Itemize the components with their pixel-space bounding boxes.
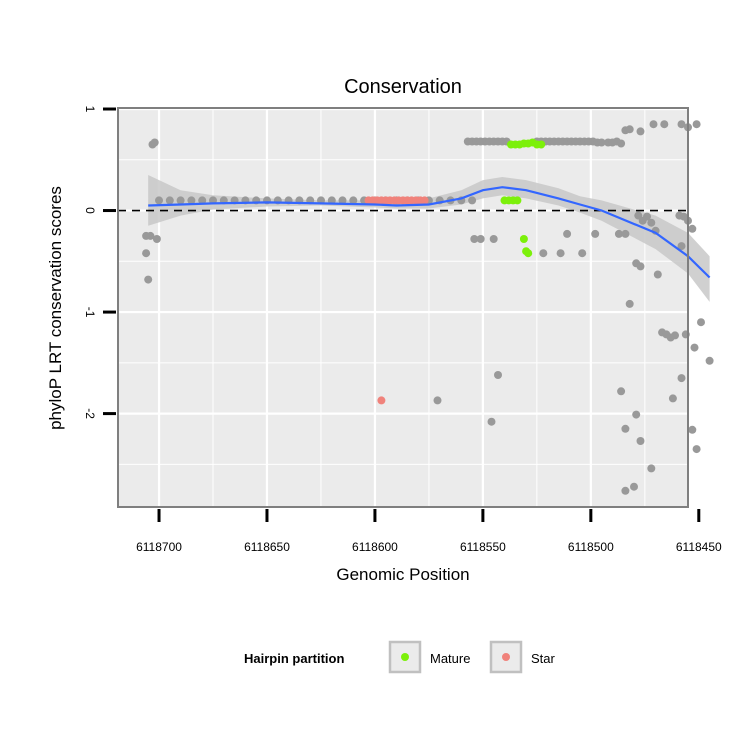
x-tick-label: 6118550 <box>460 540 506 554</box>
point-other <box>476 235 485 243</box>
point-other <box>677 120 686 129</box>
point-other <box>649 120 658 129</box>
point-mature <box>513 196 522 205</box>
point-other <box>142 249 151 258</box>
point-other <box>563 229 572 238</box>
y-tick-label: -1 <box>83 307 97 318</box>
smooth-curve <box>148 186 711 279</box>
point-other <box>155 196 163 205</box>
point-other <box>617 139 626 148</box>
point-other <box>494 371 502 379</box>
point-other <box>198 196 207 205</box>
y-tick-label: 1 <box>83 106 97 113</box>
point-other <box>433 396 442 405</box>
point-other <box>617 387 626 396</box>
legend-label-star: Star <box>531 651 556 666</box>
point-other <box>470 235 479 243</box>
legend-title: Hairpin partition <box>244 651 344 666</box>
legend-dot-mature <box>401 653 409 661</box>
point-other <box>327 196 336 205</box>
legend-dot-star <box>502 653 510 661</box>
point-other <box>621 229 630 238</box>
point-other <box>697 318 705 327</box>
x-tick-label: 6118700 <box>136 540 182 554</box>
point-other <box>636 437 645 445</box>
y-tick-label: -2 <box>83 408 97 419</box>
point-other <box>653 270 662 279</box>
point-other <box>688 425 697 434</box>
point-other <box>647 218 656 227</box>
x-axis-label: Genomic Position <box>336 565 469 584</box>
point-other <box>176 196 185 205</box>
point-other <box>591 229 600 238</box>
point-other <box>636 262 645 271</box>
point-other <box>597 138 606 147</box>
point-other <box>468 196 477 205</box>
point-other <box>690 343 699 352</box>
point-other <box>349 196 358 205</box>
point-other <box>187 196 196 205</box>
point-mature <box>537 140 546 149</box>
point-other <box>142 231 151 240</box>
point-other <box>150 138 159 147</box>
x-tick-label: 6118650 <box>244 540 290 554</box>
point-other <box>556 249 565 258</box>
point-other <box>621 486 630 495</box>
x-tick-label: 6118500 <box>568 540 614 554</box>
y-axis: 1 0 -1 -2 <box>83 106 116 419</box>
x-tick-label: 6118450 <box>676 540 722 554</box>
point-other <box>621 424 630 433</box>
point-other <box>630 482 638 491</box>
confidence-band <box>148 175 710 302</box>
point-star <box>377 396 386 405</box>
point-other <box>677 374 686 383</box>
point-other <box>677 242 686 251</box>
x-tick-label: 6118600 <box>352 540 398 554</box>
point-other <box>152 235 161 243</box>
point-other <box>688 224 697 233</box>
confidence-ribbon <box>148 175 710 302</box>
smooth-line <box>148 186 711 279</box>
point-other <box>671 331 679 340</box>
point-other <box>660 120 669 129</box>
point-other <box>647 464 656 473</box>
legend-label-mature: Mature <box>430 651 470 666</box>
plot-panel <box>117 107 689 508</box>
data-points <box>142 120 714 495</box>
point-other <box>487 417 496 426</box>
point-other <box>578 249 587 258</box>
chart-title: Conservation <box>344 76 462 98</box>
point-other <box>338 196 347 205</box>
point-other <box>692 445 701 454</box>
point-other <box>489 235 498 243</box>
point-other <box>625 299 634 308</box>
y-axis-label: phyloP LRT conservation scores <box>46 186 65 430</box>
point-other <box>165 196 174 205</box>
point-mature <box>519 235 528 243</box>
point-other <box>668 394 677 403</box>
x-axis: 6118700 6118650 6118600 6118550 6118500 61184… <box>136 509 722 554</box>
point-other <box>692 120 701 129</box>
legend: Hairpin partition Mature Star <box>244 640 556 674</box>
point-other <box>614 229 623 238</box>
y-tick-label: 0 <box>83 207 97 214</box>
point-star <box>420 196 429 205</box>
point-other <box>705 356 714 365</box>
point-other <box>539 249 548 258</box>
point-other <box>144 275 153 284</box>
point-other <box>643 212 651 221</box>
point-mature <box>524 249 533 258</box>
point-other <box>625 125 634 134</box>
point-other <box>632 410 641 419</box>
plot-border <box>117 107 689 508</box>
point-other <box>636 127 645 136</box>
